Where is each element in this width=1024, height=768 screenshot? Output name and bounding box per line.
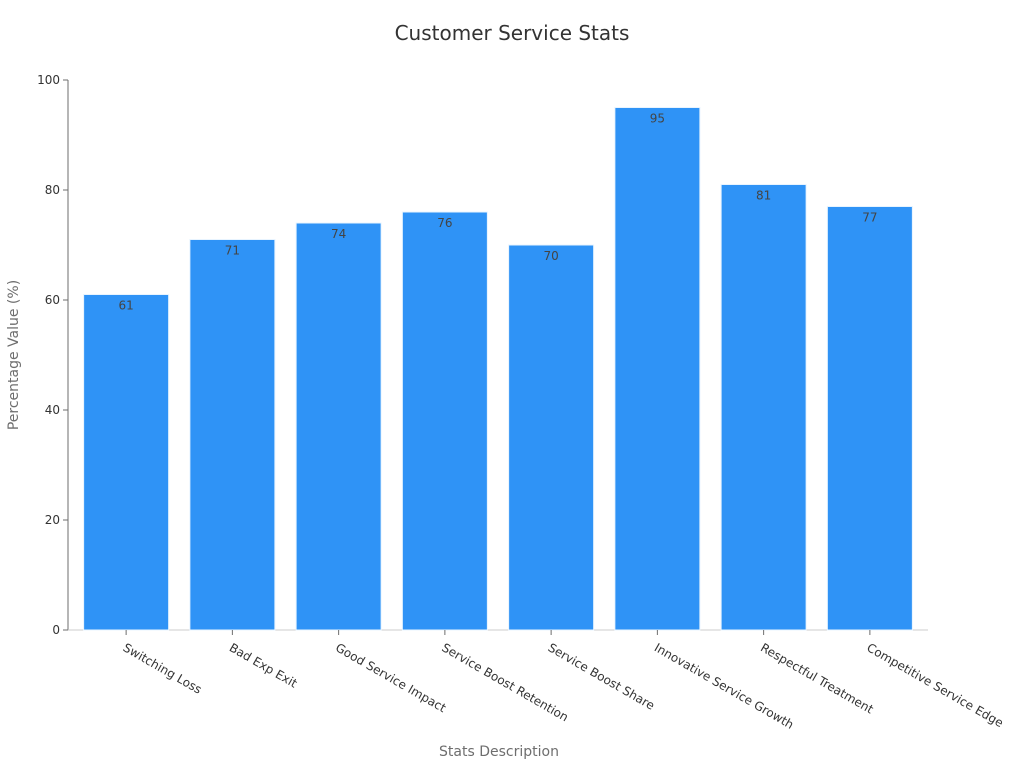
x-axis-title: Stats Description [439, 744, 559, 760]
bar-value-label: 81 [756, 189, 771, 203]
bar-value-label: 61 [118, 299, 133, 313]
x-tick-label: Bad Exp Exit [227, 640, 300, 690]
bar [189, 239, 276, 631]
bar [614, 107, 701, 631]
bar-value-label: 95 [650, 112, 665, 126]
x-axis-ticks: Switching Loss Bad Exp Exit Good Service I… [121, 630, 1006, 732]
bar-value-label: 77 [862, 211, 877, 225]
y-tick-label: 40 [45, 403, 60, 417]
x-tick-label: Service Boost Share [546, 640, 657, 712]
y-axis-title: Percentage Value (%) [6, 280, 22, 430]
chart-title: Customer Service Stats [395, 21, 630, 45]
x-tick-label: Competitive Service Edge [864, 640, 1005, 730]
bar-value-label: 74 [331, 227, 346, 241]
bar-value-label: 70 [543, 249, 558, 263]
y-tick-label: 60 [45, 293, 60, 307]
bar-series: 61 71 74 76 70 95 81 77 [83, 107, 913, 631]
bar [295, 222, 382, 631]
bar-value-label: 71 [225, 244, 240, 258]
bar-value-label: 76 [437, 216, 452, 230]
y-tick-label: 80 [45, 183, 60, 197]
bar [720, 184, 807, 631]
x-tick-label: Switching Loss [121, 640, 205, 696]
x-tick-label: Good Service Impact [333, 640, 449, 715]
bar [401, 211, 488, 631]
y-tick-label: 0 [52, 623, 60, 637]
y-tick-label: 20 [45, 513, 60, 527]
x-tick-label: Respectful Treatment [758, 640, 876, 716]
bar [83, 294, 170, 631]
bar [508, 244, 595, 631]
y-tick-label: 100 [37, 73, 60, 87]
y-axis-ticks: 0 20 40 60 80 100 [37, 73, 68, 637]
bar [826, 206, 913, 631]
